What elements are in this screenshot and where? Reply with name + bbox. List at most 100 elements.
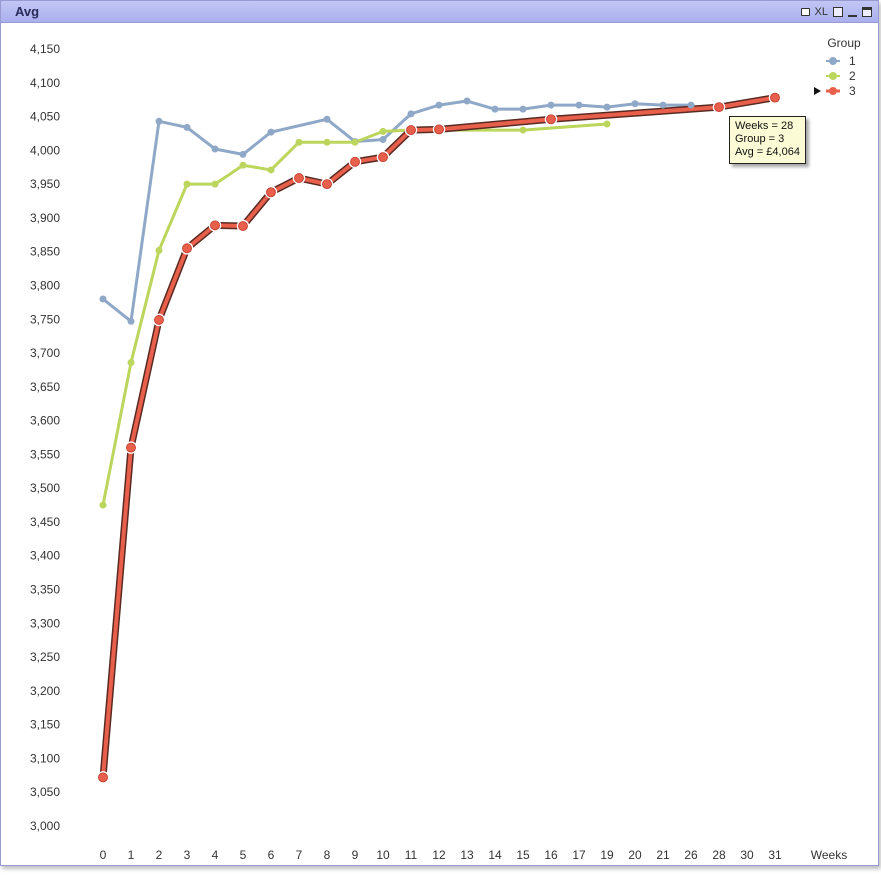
y-tick-label: 4,050: [30, 110, 60, 124]
series-1-point: [575, 101, 583, 109]
minimize-icon[interactable]: [848, 5, 857, 19]
x-tick-label: 13: [460, 848, 474, 862]
series-1-point: [603, 103, 611, 111]
y-tick-label: 3,700: [30, 346, 60, 360]
series-2-point: [295, 138, 303, 146]
series-3-point: [96, 771, 110, 784]
x-tick-label: 8: [324, 848, 331, 862]
legend-label-1: 1: [849, 54, 856, 68]
series-1-line: [101, 99, 693, 323]
y-tick-label: 3,600: [30, 414, 60, 428]
tooltip-line-group: Group = 3: [735, 133, 785, 145]
x-tick-label: 15: [516, 848, 530, 862]
series-1-point: [659, 101, 667, 109]
x-tick-label: 28: [712, 848, 726, 862]
x-tick-label: 2: [156, 848, 163, 862]
series-3-point-ring: [182, 243, 192, 254]
y-tick-label: 3,150: [30, 718, 60, 732]
legend-marker-3: [829, 87, 837, 95]
y-tick-label: 3,800: [30, 278, 60, 292]
series-1-point: [239, 150, 247, 158]
x-tick-label: 3: [184, 848, 191, 862]
chart-titlebar[interactable]: Avg XL: [1, 1, 878, 23]
restore-icon[interactable]: [862, 5, 872, 19]
series-3-point-ring: [98, 772, 108, 783]
x-tick-label: 12: [432, 848, 446, 862]
series-1-point: [491, 105, 499, 113]
x-tick-label: 16: [544, 848, 558, 862]
y-tick-label: 3,900: [30, 211, 60, 225]
x-tick-label: 19: [600, 848, 614, 862]
series-3-point: [712, 100, 726, 114]
chart-title: Avg: [15, 4, 40, 19]
y-tick-label: 3,450: [30, 515, 60, 529]
y-tick-label: 3,750: [30, 312, 60, 326]
series-2-point: [127, 359, 135, 367]
series-3-point-ring: [350, 156, 360, 167]
series-1-point: [99, 295, 107, 303]
series-3-point: [292, 171, 306, 185]
series-2-point: [379, 127, 387, 135]
series-2-point: [323, 138, 331, 146]
series-2-point: [351, 138, 359, 146]
series-1-point: [183, 123, 191, 131]
series-1-point: [687, 101, 695, 109]
y-tick-label: 4,100: [30, 76, 60, 90]
series-1-point: [547, 101, 555, 109]
series-3-point-ring: [294, 173, 304, 183]
series-1-point: [407, 110, 415, 118]
legend-label-2: 2: [849, 69, 856, 83]
series-1-point: [631, 100, 639, 108]
print-icon[interactable]: [800, 5, 810, 19]
x-tick-label: 11: [405, 848, 418, 862]
y-tick-label: 3,550: [30, 447, 60, 461]
series-3-point-ring: [238, 221, 248, 231]
series-2-point: [99, 501, 107, 509]
x-tick-label: 17: [572, 848, 586, 862]
y-tick-label: 3,000: [30, 819, 60, 833]
legend-marker-2: [829, 72, 837, 80]
series-2-point: [239, 161, 247, 169]
legend-title: Group: [827, 36, 861, 50]
x-tick-label: 10: [376, 848, 390, 862]
legend-selected-arrow-icon: [814, 87, 821, 95]
series-2-point: [519, 126, 527, 134]
series-1-point: [379, 136, 387, 144]
series-3-point: [348, 155, 362, 169]
series-1-point: [211, 145, 219, 153]
y-tick-label: 3,650: [30, 380, 60, 394]
maximize-box-icon[interactable]: [833, 5, 843, 19]
series-3-point: [768, 91, 782, 104]
series-3-point-ring: [714, 102, 724, 113]
series-1-point: [267, 128, 275, 136]
x-tick-label: 5: [240, 848, 247, 862]
series-1-point: [155, 117, 163, 125]
series-3-point: [124, 441, 138, 454]
series-3-point-ring: [154, 315, 164, 325]
series-3-point-ring: [210, 220, 220, 231]
chart-tooltip: Weeks = 28 Group = 3 Avg = £4,064: [729, 116, 806, 164]
x-tick-label: 30: [740, 848, 754, 862]
y-tick-label: 3,500: [30, 481, 60, 495]
series-2-point: [603, 120, 611, 128]
y-tick-label: 4,000: [30, 143, 60, 157]
series-2-point: [211, 180, 219, 188]
series-3-point-ring: [126, 442, 136, 453]
series-3-point-ring: [406, 125, 416, 135]
y-tick-label: 3,200: [30, 684, 60, 698]
series-3-point: [208, 219, 222, 232]
series-3-point: [236, 219, 250, 233]
series-1-point: [519, 105, 527, 113]
series-2-line: [101, 122, 609, 507]
y-tick-label: 3,300: [30, 616, 60, 630]
x-tick-label: 20: [628, 848, 642, 862]
series-3-point: [404, 123, 418, 137]
x-tick-label: 31: [768, 848, 782, 862]
series-1-point: [435, 101, 443, 109]
series-3-point-ring: [378, 152, 388, 163]
x-tick-label: 7: [296, 848, 303, 862]
y-tick-label: 4,150: [30, 42, 60, 56]
xl-icon[interactable]: XL: [814, 6, 828, 18]
series-1-point: [127, 317, 135, 325]
series-3-point-ring: [434, 124, 444, 135]
